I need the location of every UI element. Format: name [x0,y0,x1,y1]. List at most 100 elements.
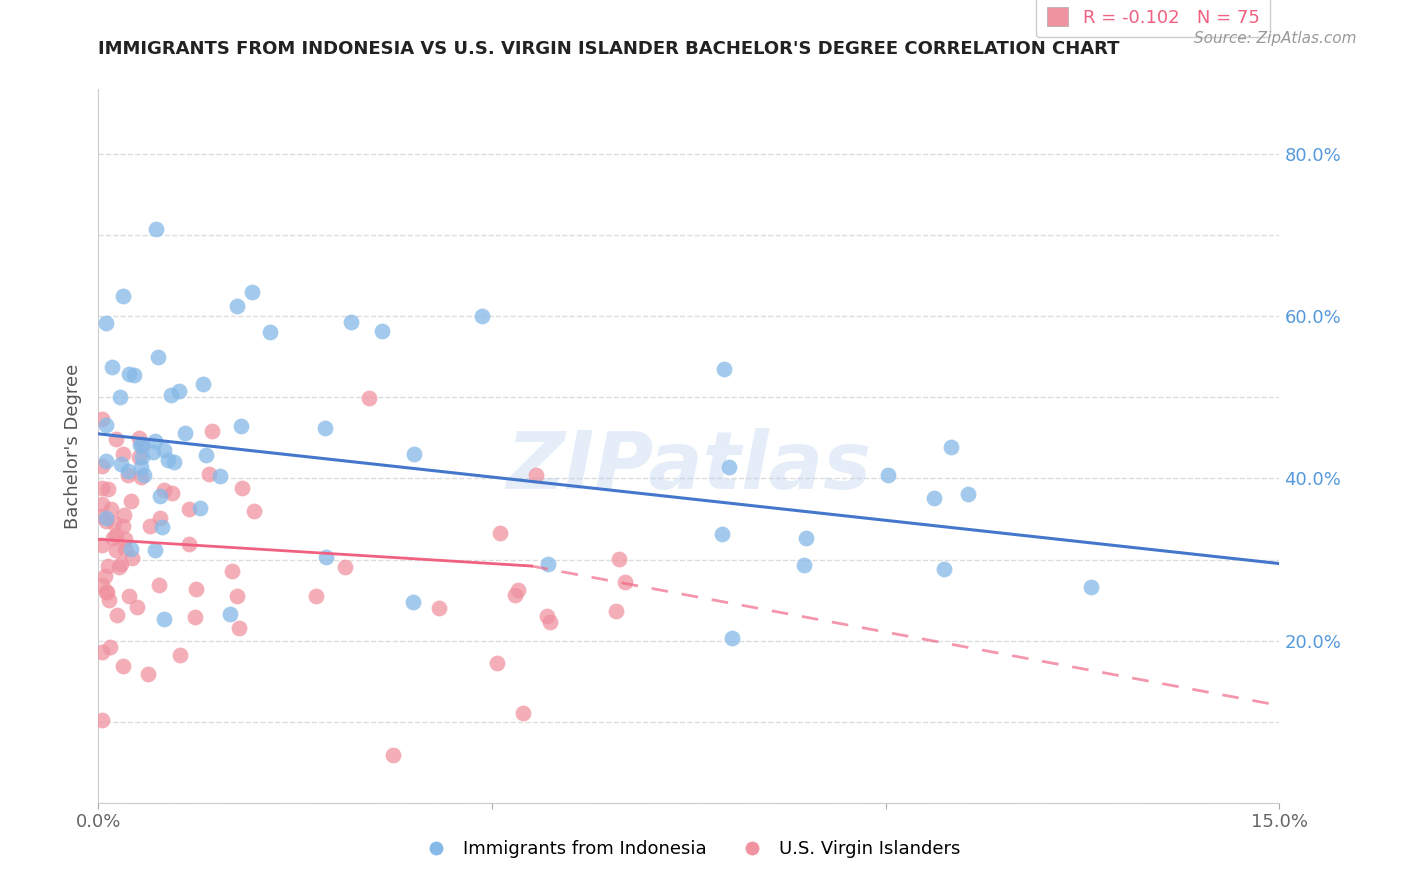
Point [128,431,150,445]
Point [314,421,336,435]
Point [427,601,450,615]
Point [145,222,167,236]
Point [169,648,191,662]
Point [93,569,115,583]
Point [876,468,898,483]
Point [160,388,183,402]
Point [97,482,120,496]
Text: Source: ZipAtlas.com: Source: ZipAtlas.com [1194,31,1357,46]
Point [179,502,201,516]
Point [98,593,121,607]
Point [96,317,118,331]
Point [114,532,136,546]
Point [91,508,114,523]
Point [231,481,253,495]
Point [240,285,263,300]
Point [505,588,527,602]
Point [794,532,817,546]
Point [112,508,135,523]
Point [188,500,211,515]
Point [91,459,114,474]
Point [96,585,118,599]
Point [121,551,143,566]
Point [131,450,153,464]
Point [101,359,124,374]
Point [184,609,207,624]
Point [100,502,122,516]
Point [91,713,114,727]
Point [956,487,979,501]
Point [104,542,127,557]
Point [512,706,534,720]
Point [91,497,114,511]
Point [91,412,114,426]
Point [231,419,253,434]
Point [381,747,404,762]
Point [243,504,266,518]
Point [941,440,963,454]
Point [153,442,176,457]
Point [148,578,170,592]
Text: ZIPatlas: ZIPatlas [506,428,872,507]
Point [718,459,741,474]
Point [191,377,214,392]
Point [537,557,560,571]
Point [160,486,183,500]
Point [162,455,184,469]
Point [1080,580,1102,594]
Point [315,549,337,564]
Point [225,590,247,604]
Point [91,645,114,659]
Point [117,465,139,479]
Point [167,384,190,399]
Point [713,362,735,376]
Point [132,467,155,482]
Point [112,518,135,533]
Point [228,621,250,635]
Point [145,434,167,449]
Point [536,608,558,623]
Point [142,445,165,459]
Point [117,468,139,483]
Point [488,525,510,540]
Point [793,558,815,572]
Point [613,574,636,589]
Point [153,483,176,497]
Point [506,582,529,597]
Point [136,667,159,681]
Point [932,562,955,576]
Point [605,604,627,618]
Point [333,559,356,574]
Point [370,324,392,338]
Point [139,518,162,533]
Point [174,426,197,441]
Point [153,612,176,626]
Point [96,514,118,528]
Point [340,315,363,329]
Point [122,368,145,383]
Point [96,454,118,468]
Point [120,541,142,556]
Point [186,582,208,596]
Point [225,299,247,313]
Point [96,510,118,524]
Point [128,450,150,464]
Point [149,511,172,525]
Point [179,537,201,551]
Point [404,447,426,461]
Point [208,469,231,483]
Point [150,520,173,534]
Point [108,391,131,405]
Point [103,516,125,530]
Point [98,640,121,654]
Point [149,489,172,503]
Point [524,468,547,483]
Point [146,350,169,364]
Point [143,543,166,558]
Point [157,452,180,467]
Point [91,578,114,592]
Point [218,607,240,621]
Point [198,467,221,481]
Point [111,446,134,460]
Point [101,532,124,546]
